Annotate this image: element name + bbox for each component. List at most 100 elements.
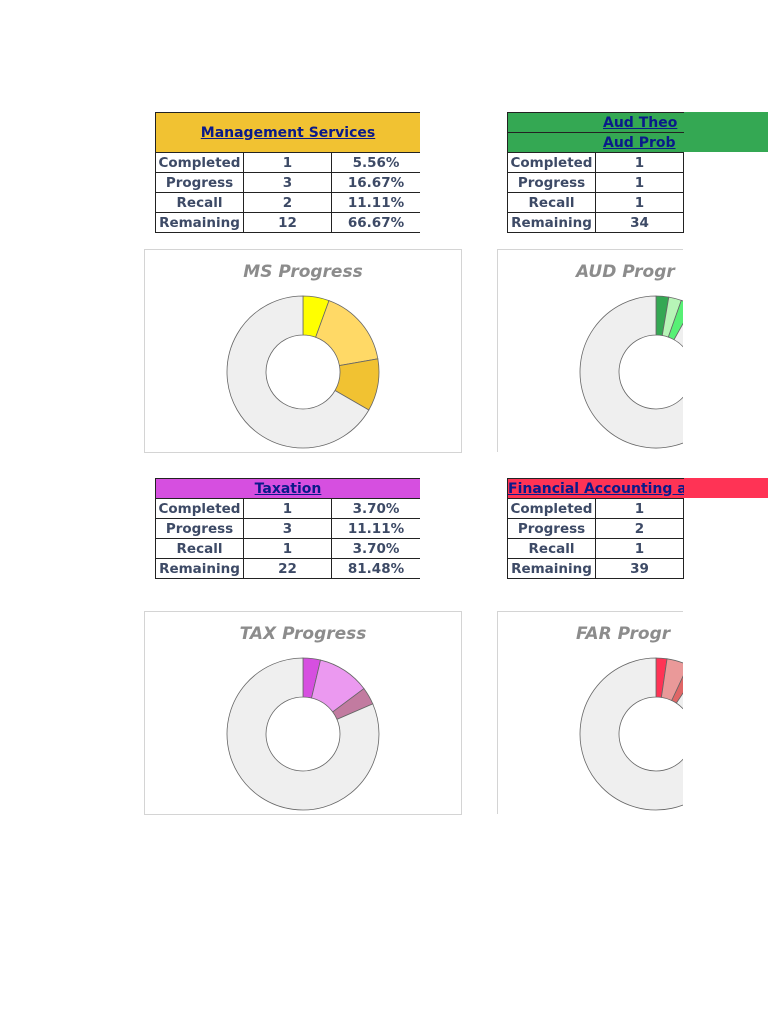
table-row: Progress 3 11.11% [155, 518, 420, 539]
tax-summary-table: Taxation Completed 1 3.70% Progress 3 11… [155, 478, 420, 579]
table-row: Recall 2 11.11% [155, 192, 420, 213]
row-count: 34 [595, 212, 684, 233]
far-table-wrap: Financial Accounting a Completed 1 Progr… [507, 478, 768, 582]
row-pct [682, 498, 684, 519]
far-header-band [683, 478, 768, 498]
row-label: Remaining [507, 212, 596, 233]
aud-header-row: Aud Theo [507, 112, 684, 133]
table-row: Remaining 12 66.67% [155, 212, 420, 233]
table-row: Progress 1 [507, 172, 684, 193]
ms-table-wrap: Management Services Completed 1 5.56% Pr… [155, 112, 420, 236]
far-summary-table: Financial Accounting a Completed 1 Progr… [507, 478, 684, 579]
ms-header-cell[interactable]: Management Services [155, 112, 420, 153]
row-pct [682, 538, 684, 559]
ms-header-row: Management Services [155, 112, 420, 153]
tax-header-row: Taxation [155, 478, 420, 499]
far-table-clip: Financial Accounting a Completed 1 Progr… [507, 478, 684, 582]
aud-header-band-2 [683, 132, 768, 152]
row-count: 39 [595, 558, 684, 579]
table-row: Progress 2 [507, 518, 684, 539]
row-label: Completed [155, 498, 244, 519]
row-pct [682, 518, 684, 539]
row-label: Progress [507, 518, 596, 539]
donut-slice-remaining [226, 295, 370, 449]
row-label: Progress [155, 172, 244, 193]
ms-summary-table: Management Services Completed 1 5.56% Pr… [155, 112, 420, 233]
row-pct [682, 172, 684, 193]
row-pct: 11.11% [330, 518, 420, 539]
row-count: 1 [595, 498, 684, 519]
table-row: Recall 1 [507, 192, 684, 213]
ms-chart: MS Progress [144, 249, 462, 453]
row-count: 1 [595, 172, 684, 193]
row-pct: 66.67% [330, 212, 420, 233]
row-pct: 11.11% [330, 192, 420, 213]
row-count: 1 [595, 538, 684, 559]
chart-title: AUD Progr [576, 262, 675, 282]
tax-chart: TAX Progress [144, 611, 462, 815]
row-pct: 5.56% [330, 152, 420, 173]
ms-donut [226, 295, 380, 449]
table-row: Completed 1 5.56% [155, 152, 420, 173]
table-row: Completed 1 [507, 498, 684, 519]
aud-chart-clip: AUD Progr [497, 249, 683, 452]
chart-title: TAX Progress [239, 624, 367, 644]
table-row: Progress 3 16.67% [155, 172, 420, 193]
aud-header-cell-2[interactable]: Aud Prob [507, 132, 684, 153]
aud-chart: AUD Progr [497, 249, 683, 452]
tax-table-wrap: Taxation Completed 1 3.70% Progress 3 11… [155, 478, 420, 582]
row-pct [682, 212, 684, 233]
aud-header-row: Aud Prob [507, 132, 684, 153]
donut-slice-remaining [579, 657, 683, 811]
row-count: 3 [243, 172, 332, 193]
far-header-row: Financial Accounting a [507, 478, 684, 499]
donut-slice-remaining [579, 295, 683, 449]
far-header-cell[interactable]: Financial Accounting a [507, 478, 684, 499]
row-count: 1 [595, 192, 684, 213]
row-label: Progress [155, 518, 244, 539]
row-pct: 3.70% [330, 498, 420, 519]
row-label: Recall [507, 192, 596, 213]
table-row: Remaining 22 81.48% [155, 558, 420, 579]
row-pct [682, 192, 684, 213]
aud-table-clip: Aud Theo Aud Prob Completed 1 Progress 1… [507, 112, 684, 236]
row-label: Recall [155, 192, 244, 213]
row-label: Remaining [155, 558, 244, 579]
aud-summary-table: Aud Theo Aud Prob Completed 1 Progress 1… [507, 112, 684, 233]
row-count: 3 [243, 518, 332, 539]
row-count: 12 [243, 212, 332, 233]
row-pct: 81.48% [330, 558, 420, 579]
table-row: Completed 1 [507, 152, 684, 173]
row-pct [682, 558, 684, 579]
table-row: Remaining 39 [507, 558, 684, 579]
row-label: Remaining [155, 212, 244, 233]
row-count: 1 [243, 152, 332, 173]
far-chart: FAR Progr [497, 611, 683, 814]
row-label: Recall [507, 538, 596, 559]
row-count: 1 [243, 498, 332, 519]
far-chart-clip: FAR Progr [497, 611, 683, 814]
aud-table-wrap: Aud Theo Aud Prob Completed 1 Progress 1… [507, 112, 768, 236]
row-pct: 16.67% [330, 172, 420, 193]
row-label: Progress [507, 172, 596, 193]
row-count: 1 [595, 152, 684, 173]
chart-title: FAR Progr [576, 624, 671, 644]
aud-header-band-1 [683, 112, 768, 132]
row-count: 22 [243, 558, 332, 579]
table-row: Remaining 34 [507, 212, 684, 233]
row-label: Remaining [507, 558, 596, 579]
aud-header-cell-1[interactable]: Aud Theo [507, 112, 684, 133]
row-label: Completed [507, 152, 596, 173]
table-row: Recall 1 3.70% [155, 538, 420, 559]
row-label: Completed [155, 152, 244, 173]
donut-slice-remaining [226, 657, 380, 811]
row-pct [682, 152, 684, 173]
row-pct: 3.70% [330, 538, 420, 559]
far-donut [579, 657, 683, 811]
tax-donut [226, 657, 380, 811]
aud-donut [579, 295, 683, 449]
row-count: 1 [243, 538, 332, 559]
tax-header-cell[interactable]: Taxation [155, 478, 420, 499]
row-label: Recall [155, 538, 244, 559]
row-count: 2 [595, 518, 684, 539]
